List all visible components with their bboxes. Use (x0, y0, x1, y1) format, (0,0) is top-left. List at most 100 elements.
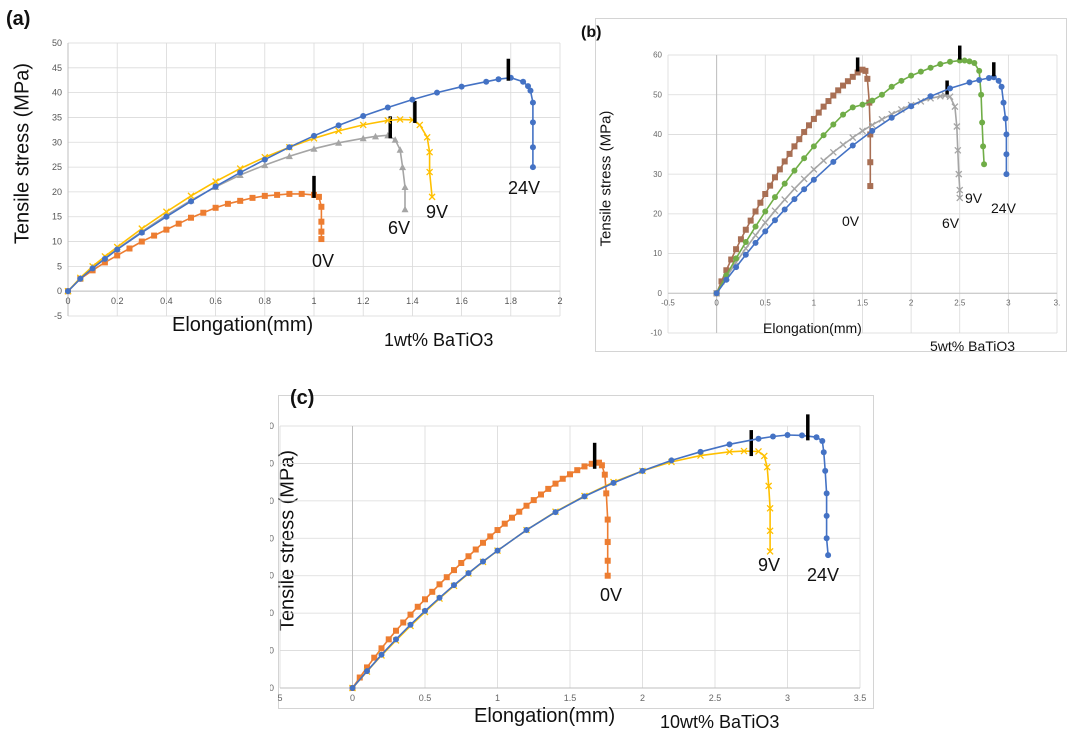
data-point (114, 252, 121, 259)
chart-panel-c: (c) Tensile stress (MPa) 5 0 0.5 1 1.5 2 2.5 3 3… (270, 375, 880, 735)
data-point (888, 83, 895, 90)
series-end-label: 24V (508, 178, 540, 198)
data-point (465, 553, 472, 560)
data-point (501, 520, 508, 527)
data-point (955, 170, 963, 178)
data-point (261, 192, 268, 199)
data-point (781, 180, 788, 187)
x-tick-label: 1.4 (406, 296, 419, 306)
data-point (953, 123, 961, 130)
data-point (356, 674, 363, 681)
data-point (830, 121, 837, 128)
data-point (495, 76, 502, 83)
x-tick-label: 0.8 (259, 296, 272, 306)
data-point (898, 77, 905, 84)
data-point (429, 588, 436, 595)
x-tick-label: 2 (557, 296, 562, 306)
data-point (829, 148, 837, 156)
data-point (610, 479, 617, 486)
data-point (529, 164, 536, 171)
data-point (762, 228, 769, 235)
data-point (995, 77, 1002, 84)
data-point (761, 219, 769, 227)
data-point (869, 127, 876, 134)
y-tick-label: 50 (52, 38, 62, 48)
data-point (426, 148, 434, 156)
series-0v: 0V (65, 175, 334, 295)
data-point (552, 480, 559, 487)
y-tick-label: -10 (650, 329, 662, 338)
panel-label-a: (a) (6, 8, 31, 30)
data-point (604, 516, 611, 523)
data-point (864, 75, 871, 82)
data-point (581, 463, 588, 470)
data-point (961, 57, 968, 64)
data-point (525, 83, 532, 90)
data-point (839, 141, 847, 149)
series-line (67, 76, 534, 292)
x-tick-label: 0.5 (760, 298, 772, 307)
data-point (742, 251, 749, 258)
series-line (715, 76, 1008, 294)
data-point (762, 208, 769, 215)
data-point (801, 186, 808, 193)
data-point (825, 552, 832, 559)
data-point (985, 75, 992, 82)
series-6v: 6V (64, 116, 410, 295)
data-point (396, 146, 404, 153)
data-point (378, 645, 385, 652)
data-point (428, 193, 436, 201)
data-point (200, 209, 207, 216)
data-point (733, 255, 740, 262)
plot-area-c: 500.511.522.533.50102030405060700V9V24V (270, 414, 866, 703)
data-point (472, 546, 479, 553)
data-point (567, 471, 573, 478)
y-tick-label: 40 (653, 130, 662, 139)
data-point (126, 245, 133, 252)
data-point (971, 59, 978, 66)
data-point (509, 514, 515, 521)
data-point (188, 198, 194, 205)
x-axis-label-a: Elongation(mm) (172, 314, 314, 336)
data-point (114, 246, 121, 253)
data-point (733, 246, 740, 253)
data-point (1003, 131, 1010, 138)
data-point (815, 109, 822, 116)
series-0v: 0V (349, 442, 622, 691)
data-point (212, 178, 220, 185)
data-point (422, 596, 428, 603)
data-point (830, 92, 837, 99)
data-point (77, 275, 84, 282)
data-point (378, 651, 385, 658)
y-tick-label: 10 (52, 237, 62, 247)
x-tick-label: 0.5 (419, 693, 432, 703)
y-tick-label: -5 (54, 311, 62, 321)
data-point (384, 104, 391, 111)
data-point (978, 91, 985, 98)
data-point (480, 558, 486, 565)
data-point (849, 142, 856, 149)
y-tick-label: 60 (270, 458, 274, 468)
data-point (409, 96, 416, 103)
data-point (820, 157, 828, 165)
data-point (393, 627, 399, 634)
data-point (335, 122, 342, 129)
data-point (752, 223, 759, 230)
series-6v: 6V (713, 80, 964, 297)
x-tick-label: 1.5 (564, 693, 577, 703)
data-point (443, 574, 450, 581)
y-tick-label: 25 (52, 162, 62, 172)
composition-note-a: 1wt% BaTiO3 (384, 330, 494, 350)
data-point (261, 161, 269, 169)
data-point (335, 139, 343, 146)
data-point (436, 581, 443, 588)
x-tick-label: 1.8 (505, 296, 518, 306)
data-point (414, 603, 421, 610)
data-point (359, 134, 367, 142)
data-point (823, 512, 830, 519)
data-point (318, 236, 325, 243)
y-tick-label: 5 (57, 261, 62, 271)
data-point (274, 191, 281, 198)
data-point (947, 58, 954, 65)
data-point (767, 182, 774, 189)
